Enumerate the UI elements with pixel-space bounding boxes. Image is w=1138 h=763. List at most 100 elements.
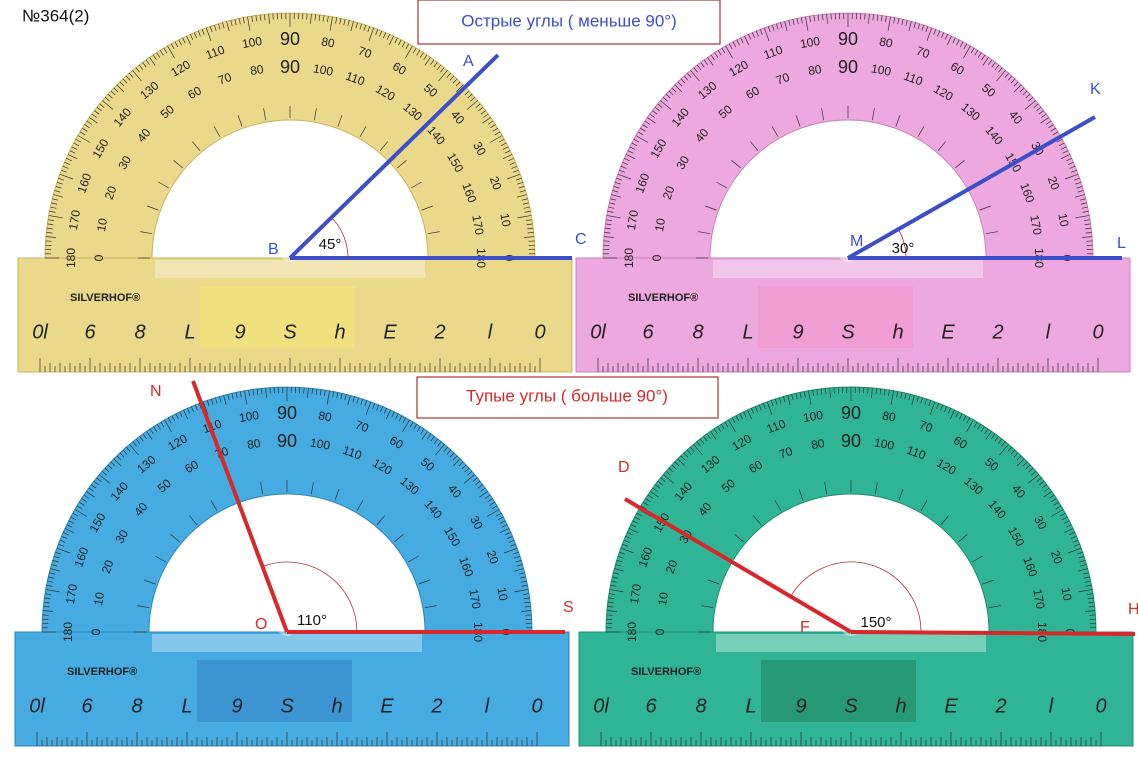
degree-tick	[524, 210, 531, 213]
scale-number: 100	[802, 408, 824, 425]
degree-tick	[116, 455, 122, 461]
degree-tick	[1045, 120, 1052, 125]
degree-tick	[213, 24, 217, 31]
point-label: C	[575, 231, 587, 248]
degree-tick	[824, 482, 828, 495]
degree-tick	[515, 560, 522, 563]
degree-tick	[458, 461, 464, 467]
scale-number: 90	[277, 403, 297, 423]
degree-tick	[1056, 138, 1063, 143]
degree-tick	[430, 59, 435, 65]
degree-tick	[202, 401, 209, 416]
ruler-digit: 2	[991, 321, 1003, 343]
degree-tick	[314, 14, 316, 21]
degree-tick	[868, 13, 870, 24]
degree-tick	[1051, 498, 1057, 503]
degree-tick	[86, 491, 95, 498]
degree-tick	[167, 417, 172, 424]
degree-tick	[455, 81, 461, 87]
ruler-digit: 0	[534, 321, 545, 343]
scale-number: 10	[91, 591, 107, 607]
label-patch	[758, 286, 913, 348]
degree-tick	[142, 433, 147, 439]
degree-tick	[138, 64, 144, 70]
degree-tick	[122, 449, 128, 455]
degree-tick	[464, 467, 470, 473]
degree-tick	[633, 138, 640, 143]
degree-tick	[523, 597, 530, 600]
angle-figures: B A C 45° M K L 30° O N S 110° F D H 150°	[150, 53, 1138, 636]
degree-tick	[421, 205, 433, 211]
protractor-ring	[602, 12, 1094, 259]
degree-tick	[102, 100, 114, 110]
degree-tick	[43, 601, 50, 604]
ruler-digit: 2	[994, 695, 1006, 717]
degree-tick	[647, 117, 656, 124]
scale-number: 10	[1055, 212, 1071, 228]
degree-tick	[1069, 532, 1075, 536]
degree-tick	[64, 161, 71, 165]
degree-tick	[335, 17, 338, 24]
degree-tick	[455, 84, 464, 93]
degree-tick	[452, 458, 461, 467]
degree-tick	[677, 458, 686, 467]
degree-tick	[520, 580, 527, 583]
degree-tick	[347, 395, 351, 406]
protractor-ring	[41, 386, 533, 633]
degree-tick	[812, 389, 814, 396]
degree-tick	[944, 406, 948, 413]
degree-tick	[762, 403, 766, 409]
scale-number: 20	[1048, 548, 1066, 566]
degree-tick	[657, 480, 663, 486]
degree-tick	[521, 198, 528, 201]
degree-tick	[696, 64, 702, 70]
degree-tick	[502, 146, 509, 150]
degree-tick	[170, 534, 180, 543]
degree-tick	[717, 50, 722, 56]
degree-tick	[110, 461, 116, 467]
degree-tick	[1079, 198, 1086, 201]
degree-tick	[319, 389, 322, 396]
degree-tick	[1084, 219, 1091, 221]
point-label: B	[268, 241, 279, 258]
scale-number: 100	[873, 435, 895, 452]
degree-tick	[766, 401, 773, 416]
degree-tick	[511, 165, 518, 169]
degree-tick	[446, 72, 451, 78]
degree-tick	[1036, 106, 1042, 112]
degree-tick	[380, 406, 384, 413]
point-label: O	[255, 616, 267, 633]
degree-tick	[79, 501, 85, 506]
protractor: 0180101702016030150401405013060120701108…	[578, 386, 1134, 747]
degree-tick	[1067, 547, 1082, 554]
degree-tick	[607, 606, 614, 608]
degree-tick	[107, 93, 113, 99]
ruler-digit: l	[1049, 695, 1054, 717]
degree-tick	[219, 396, 222, 403]
degree-tick	[988, 59, 993, 65]
ruler-digit: E	[383, 321, 397, 343]
degree-tick	[412, 47, 417, 54]
degree-tick	[977, 52, 982, 58]
degree-tick	[45, 589, 60, 593]
scale-number: 60	[951, 433, 970, 452]
point-label: L	[1117, 235, 1126, 252]
degree-tick	[149, 428, 154, 435]
degree-tick	[880, 15, 883, 22]
degree-tick	[988, 605, 1001, 609]
degree-tick	[1040, 117, 1049, 124]
degree-tick	[418, 579, 430, 585]
degree-tick	[518, 186, 525, 189]
degree-tick	[619, 551, 626, 555]
degree-tick	[261, 388, 263, 395]
degree-tick	[158, 181, 169, 189]
degree-tick	[687, 72, 692, 78]
degree-tick	[482, 117, 491, 124]
ruler-digit: l	[485, 695, 490, 717]
degree-tick	[463, 474, 475, 484]
degree-tick	[1028, 97, 1034, 102]
scale-number: 60	[743, 83, 762, 102]
degree-tick	[941, 32, 945, 39]
degree-tick	[1076, 551, 1083, 555]
angle-measure: 30°	[892, 240, 915, 257]
